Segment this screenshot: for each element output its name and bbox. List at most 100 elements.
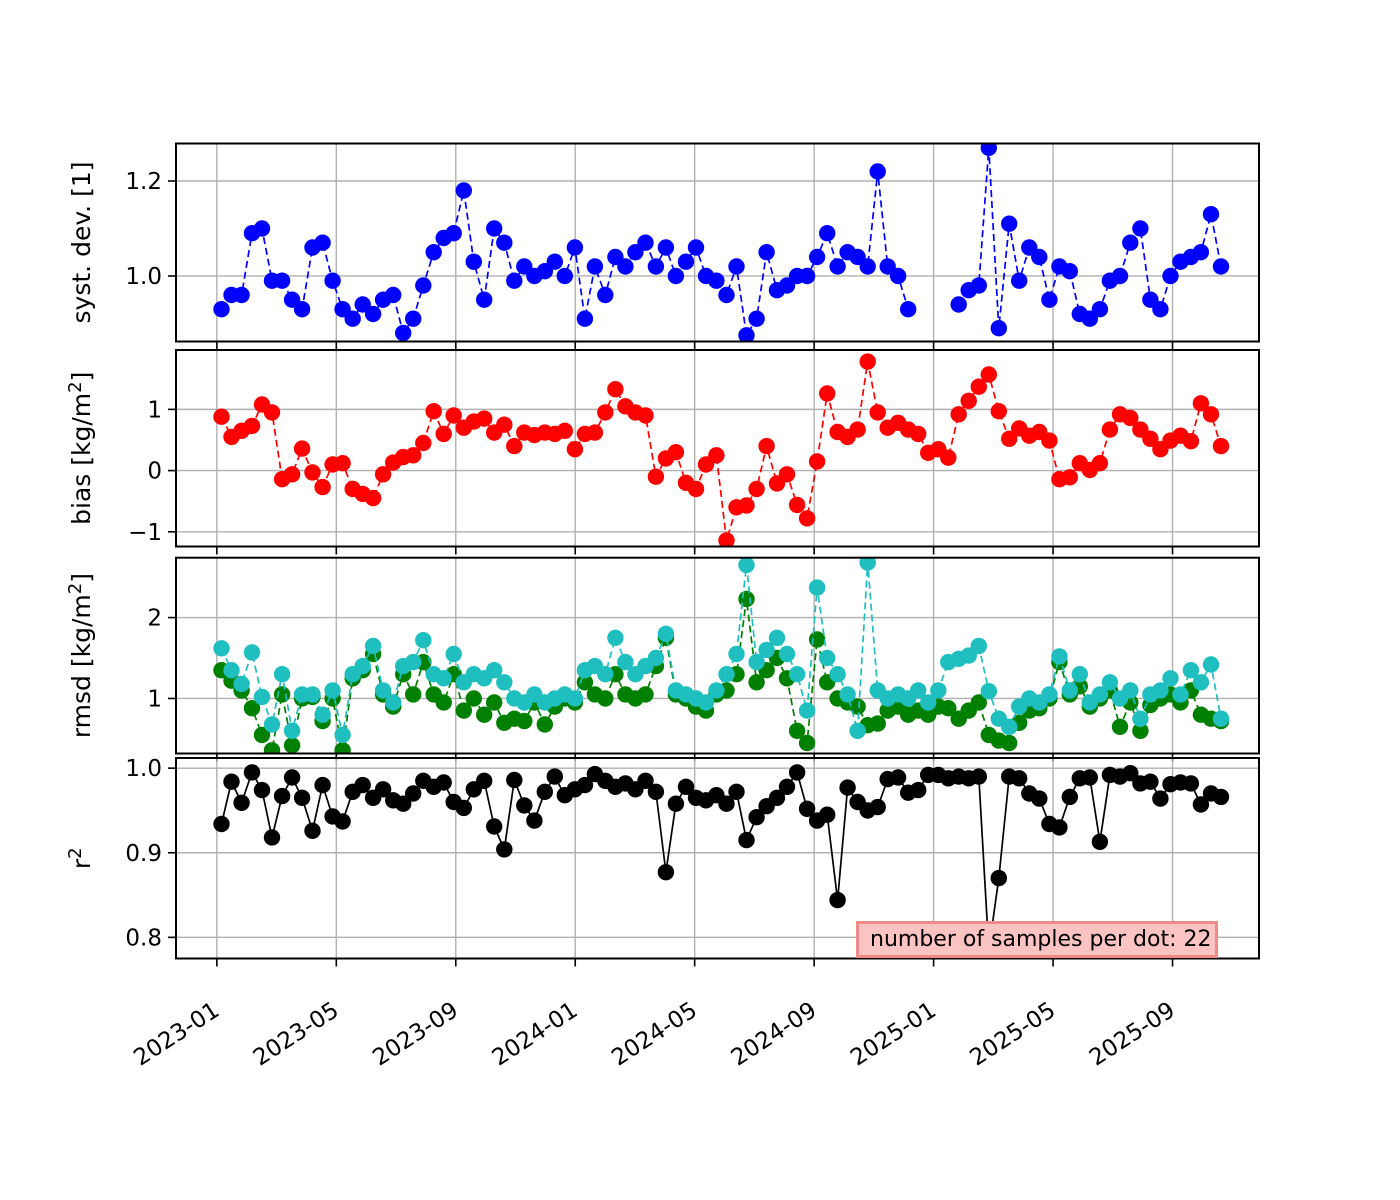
data-point [283, 722, 301, 739]
data-point [566, 239, 584, 256]
data-point [465, 253, 482, 270]
data-point [829, 258, 846, 275]
data-point [607, 629, 624, 646]
data-point [778, 645, 796, 663]
data-point [486, 220, 503, 237]
data-point [849, 421, 866, 438]
y-tick-label: −1 [128, 520, 162, 546]
data-point [364, 305, 382, 323]
x-tick-label: 2023-09 [368, 997, 463, 1071]
data-point [748, 809, 765, 826]
data-point [728, 645, 745, 663]
data-point [1061, 682, 1079, 699]
data-point [476, 706, 493, 723]
data-point [213, 815, 230, 833]
data-point [223, 662, 240, 679]
data-point [788, 764, 806, 781]
data-point [1091, 686, 1109, 703]
data-point [970, 637, 987, 655]
y-tick-label: 0.8 [125, 925, 162, 951]
data-point [263, 404, 281, 421]
data-point [445, 645, 462, 663]
data-point [808, 631, 826, 648]
series-systematic-deviation [213, 143, 1230, 342]
data-point [1001, 734, 1018, 752]
data-point [728, 783, 745, 800]
data-point [980, 683, 997, 700]
data-point [1041, 432, 1058, 449]
data-point [829, 891, 846, 909]
data-point [1081, 769, 1099, 786]
data-point [970, 277, 987, 294]
data-point [566, 690, 584, 707]
data-point [980, 366, 997, 383]
data-point [556, 267, 573, 285]
data-point [486, 818, 503, 835]
data-point [1061, 469, 1079, 486]
data-point [233, 794, 250, 811]
data-point [798, 800, 816, 817]
data-point [566, 441, 584, 458]
data-point [859, 353, 876, 370]
y-tick-label: 0.9 [125, 841, 162, 867]
data-point [798, 734, 816, 752]
data-point [576, 310, 594, 327]
data-point [293, 789, 311, 806]
data-point [1182, 433, 1200, 450]
data-point [425, 244, 442, 261]
data-point [556, 422, 573, 439]
data-point [708, 447, 725, 464]
data-point [586, 258, 604, 275]
x-tick-label: 2023-05 [249, 997, 344, 1071]
data-point [708, 272, 725, 289]
data-point [1041, 291, 1058, 308]
y-axis-label: rmsd [kg/m2] [65, 573, 96, 738]
data-point [637, 407, 654, 424]
data-point [1172, 686, 1189, 703]
data-point [435, 670, 452, 687]
data-point [506, 771, 523, 789]
y-axis-label: syst. dev. [1] [67, 162, 96, 324]
data-point [1051, 819, 1068, 836]
data-point [859, 258, 876, 275]
data-point [869, 163, 886, 180]
data-point [1001, 718, 1018, 735]
x-tick-label: 2023-01 [129, 997, 224, 1071]
data-point [1061, 263, 1079, 280]
data-point [808, 453, 826, 470]
data-point [273, 272, 291, 289]
y-tick-label: 1.0 [125, 756, 162, 782]
data-point [708, 682, 725, 699]
data-point [364, 489, 382, 507]
data-point [233, 675, 250, 693]
data-point [687, 480, 705, 498]
data-point [687, 239, 705, 256]
data-point [990, 320, 1007, 337]
data-point [435, 774, 452, 791]
data-point [435, 425, 452, 443]
data-point [1152, 790, 1169, 807]
data-point [1101, 421, 1119, 438]
data-point [496, 416, 513, 433]
data-point [597, 690, 614, 707]
data-point [597, 404, 614, 421]
data-point [1192, 674, 1210, 691]
data-point [930, 682, 947, 699]
data-point [910, 425, 927, 443]
data-point [314, 478, 331, 496]
data-point [334, 742, 351, 754]
x-tick-label: 2025-09 [1085, 997, 1180, 1071]
axes-frame [175, 142, 1260, 343]
data-point [253, 688, 271, 706]
data-point [970, 694, 987, 711]
data-point [1122, 765, 1139, 782]
data-point [354, 296, 371, 313]
data-point [778, 778, 796, 795]
data-point [849, 722, 866, 739]
data-point [1212, 258, 1230, 275]
data-point [950, 406, 967, 423]
data-point [697, 694, 715, 711]
data-point [1142, 773, 1159, 790]
data-point [1091, 455, 1109, 472]
